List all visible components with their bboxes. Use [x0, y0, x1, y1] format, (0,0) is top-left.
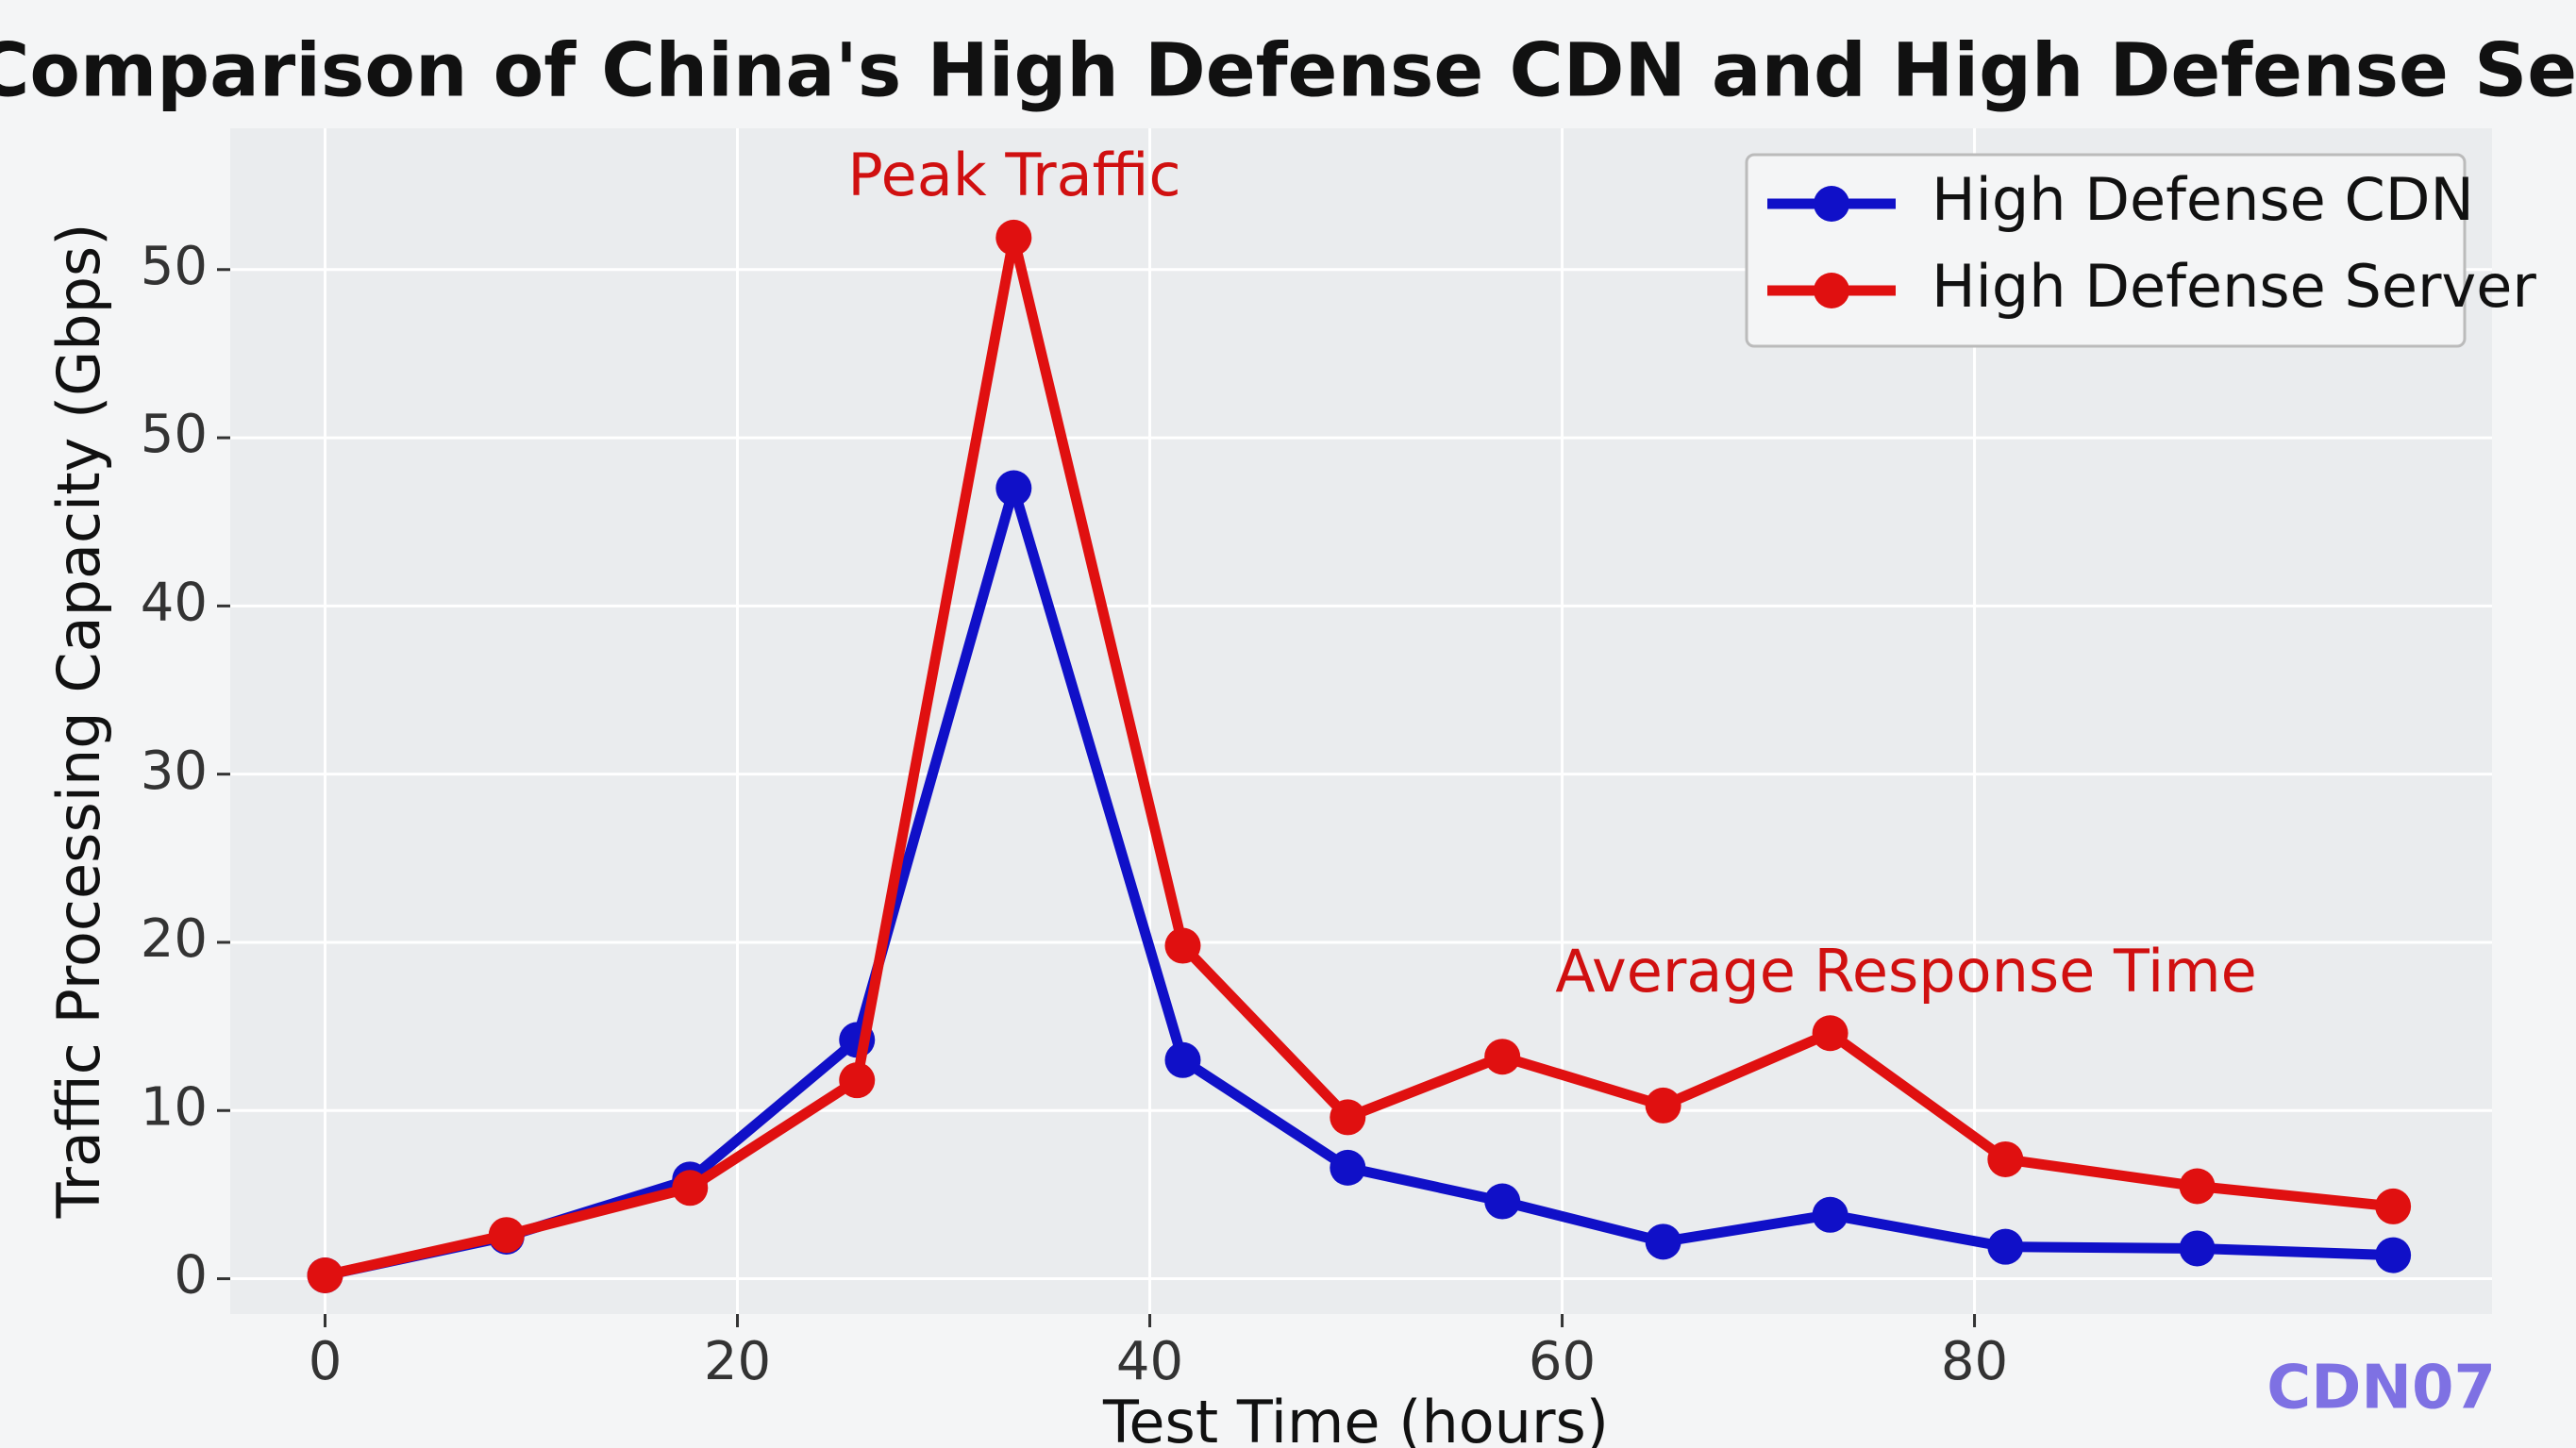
legend-box — [1745, 153, 2467, 348]
data-point — [1484, 1039, 1521, 1075]
x-tick-label: 60 — [1529, 1331, 1596, 1392]
data-point — [672, 1170, 709, 1207]
data-point — [1164, 1041, 1201, 1078]
y-axis-label: Traffic Processing Capacity (Gbps) — [44, 224, 113, 1220]
y-tick-label: 50 — [141, 236, 208, 297]
data-point — [839, 1062, 876, 1099]
x-tick-label: 0 — [309, 1331, 343, 1392]
data-point — [995, 470, 1032, 507]
data-point — [1164, 927, 1201, 964]
x-tick-label: 40 — [1116, 1331, 1183, 1392]
data-point — [1812, 1015, 1848, 1052]
data-point — [2179, 1230, 2216, 1267]
data-point — [1645, 1087, 1681, 1123]
data-point — [2375, 1188, 2412, 1224]
data-point — [2179, 1168, 2216, 1205]
y-tick-label: 30 — [141, 741, 208, 802]
data-point — [1484, 1183, 1521, 1220]
annotation: Peak Traffic — [847, 141, 1180, 209]
data-point — [1645, 1223, 1681, 1260]
data-point — [995, 219, 1032, 256]
x-tick-label: 20 — [704, 1331, 771, 1392]
legend-marker — [1814, 186, 1849, 222]
data-point — [1987, 1140, 2024, 1177]
y-tick-label: 10 — [141, 1076, 208, 1138]
data-point — [307, 1257, 343, 1293]
data-point — [2375, 1237, 2412, 1273]
data-point — [488, 1217, 525, 1254]
y-tick-label: 0 — [174, 1245, 208, 1307]
data-point — [1330, 1099, 1366, 1136]
y-tick-label: 40 — [141, 573, 208, 634]
y-tick-label: 50 — [141, 404, 208, 465]
data-point — [1987, 1228, 2024, 1265]
data-point — [1330, 1149, 1366, 1186]
data-point — [1812, 1196, 1848, 1233]
annotation: Average Response Time — [1555, 937, 2257, 1006]
x-tick-label: 80 — [1941, 1331, 2008, 1392]
y-tick-label: 20 — [141, 908, 208, 970]
legend-label: High Defense CDN — [1932, 165, 2474, 234]
x-axis-label: Test Time (hours) — [1102, 1388, 1609, 1448]
legend-label: High Defense Server — [1932, 252, 2536, 321]
legend-marker — [1814, 273, 1849, 308]
watermark: CDN07 — [2267, 1354, 2496, 1423]
chart-title: Comparison of China's High Defense CDN a… — [0, 28, 2576, 113]
